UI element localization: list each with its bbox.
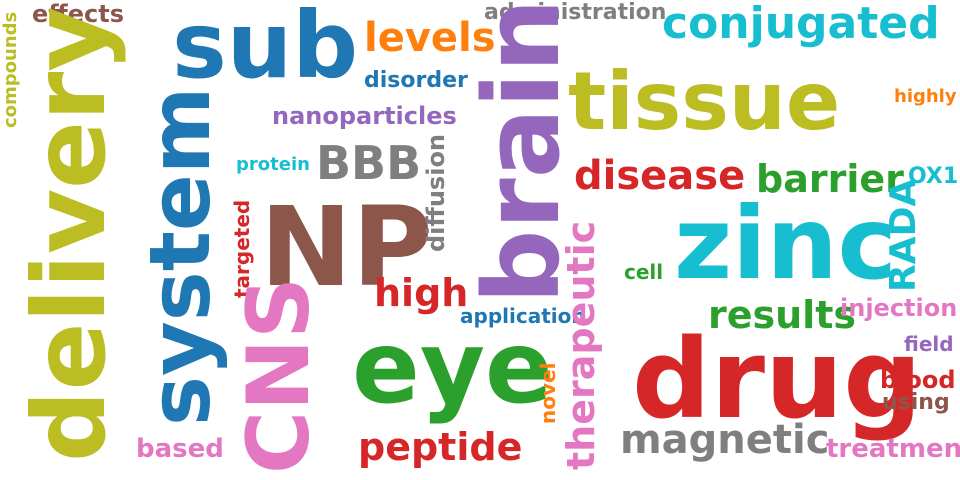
word-BBB: BBB <box>316 136 422 190</box>
word-eye: eye <box>352 309 553 426</box>
word-magnetic: magnetic <box>620 417 830 463</box>
word-levels: levels <box>364 15 496 61</box>
word-zinc: zinc <box>674 185 897 302</box>
word-tissue: tissue <box>568 55 841 148</box>
word-protein: protein <box>236 154 310 175</box>
word-based: based <box>136 434 224 464</box>
word-system: system <box>131 86 229 426</box>
word-blood: blood <box>880 366 956 394</box>
word-application: application <box>460 304 586 328</box>
word-injection: injection <box>840 294 958 322</box>
word-delivery: delivery <box>11 6 128 462</box>
word-CNS: CNS <box>229 276 329 474</box>
word-therapeutic: therapeutic <box>559 220 603 470</box>
word-results: results <box>708 293 856 337</box>
word-highly: highly <box>894 86 957 107</box>
word-OX1: OX1 <box>908 164 959 189</box>
word-conjugated: conjugated <box>662 0 940 49</box>
word-RADA: RADA <box>883 178 924 292</box>
word-novel: novel <box>536 362 560 424</box>
word-treatment: treatment <box>826 434 960 464</box>
word-field: field <box>904 332 954 356</box>
word-drug: drug <box>632 315 923 443</box>
word-administration: administration <box>484 0 667 25</box>
word-disorder: disorder <box>364 68 468 93</box>
word-peptide: peptide <box>358 425 523 469</box>
word-cell: cell <box>624 260 664 284</box>
word-using: using <box>882 390 950 415</box>
word-sub: sub <box>172 0 359 99</box>
word-high: high <box>374 271 469 315</box>
word-nanoparticles: nanoparticles <box>272 102 457 130</box>
word-barrier: barrier <box>756 157 904 201</box>
word-effects: effects <box>32 0 124 28</box>
word-disease: disease <box>574 153 746 199</box>
word-NP: NP <box>260 183 433 311</box>
word-diffusion: diffusion <box>422 133 450 252</box>
